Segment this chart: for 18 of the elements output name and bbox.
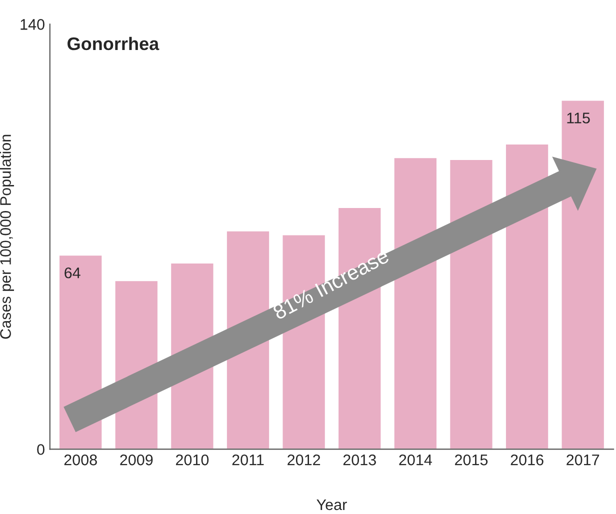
x-tick-label: 2017 <box>566 454 600 466</box>
x-tick-label: 2011 <box>232 454 264 466</box>
x-axis-title: Year <box>316 499 347 510</box>
data-label: 115 <box>567 112 590 124</box>
x-tick-label: 2013 <box>343 454 376 466</box>
x-tick-label: 2012 <box>288 454 320 466</box>
x-tick-label: 2014 <box>399 454 432 466</box>
text: Gonorrhea <box>68 36 160 50</box>
x-tick-label: 2010 <box>176 454 209 466</box>
data-label: 64 <box>64 267 80 278</box>
y-tick-label: 140 <box>20 19 44 30</box>
x-tick-label: 2016 <box>510 454 544 466</box>
x-tick-label: 2009 <box>120 454 153 466</box>
x-tick-label: 2015 <box>455 454 488 466</box>
x-tick-label: 2008 <box>64 454 97 466</box>
y-tick-label: 0 <box>37 444 44 455</box>
bar <box>560 99 606 450</box>
y-axis-title: Cases per 100,000 Population <box>0 134 14 339</box>
